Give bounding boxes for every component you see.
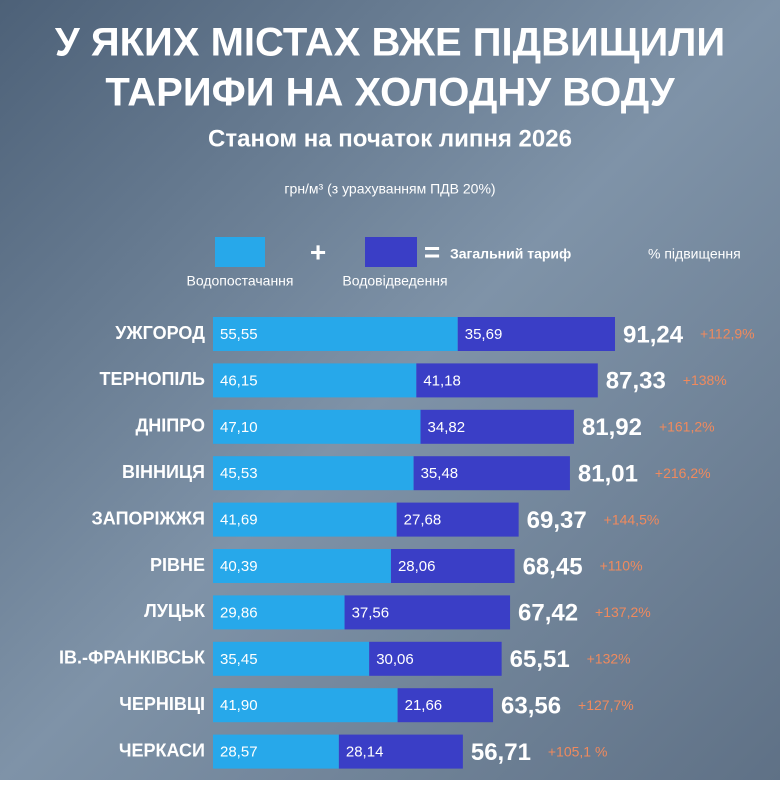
segment-label: 28,14 bbox=[346, 744, 384, 761]
bar-segment bbox=[213, 549, 391, 583]
increase-label: +105,1 % bbox=[548, 743, 608, 759]
plus-sign: + bbox=[310, 236, 326, 267]
legend-total: Загальний тариф bbox=[450, 246, 571, 262]
total-label: 56,71 bbox=[471, 739, 531, 766]
segment-label: 21,66 bbox=[405, 697, 443, 714]
bar-segment bbox=[213, 688, 398, 723]
segment-label: 46,15 bbox=[220, 372, 258, 389]
category-label: ІВ.-ФРАНКІВСЬК bbox=[59, 648, 206, 668]
segment-label: 40,39 bbox=[220, 558, 258, 575]
category-label: ЛУЦЬК bbox=[144, 601, 206, 621]
segment-label: 27,68 bbox=[404, 512, 442, 529]
bar-segment bbox=[213, 409, 421, 444]
segment-label: 55,55 bbox=[220, 326, 258, 343]
legend-increase: % підвищення bbox=[648, 246, 741, 262]
segment-label: 35,45 bbox=[220, 651, 258, 668]
segment-label: 37,56 bbox=[352, 604, 390, 621]
total-label: 81,01 bbox=[578, 461, 638, 488]
category-label: ВІННИЦЯ bbox=[122, 462, 205, 482]
segment-label: 29,86 bbox=[220, 604, 258, 621]
segment-label: 35,69 bbox=[465, 326, 503, 343]
bar-segment bbox=[369, 641, 502, 676]
total-label: 63,56 bbox=[501, 693, 561, 720]
bar-segment bbox=[213, 502, 397, 537]
total-label: 87,33 bbox=[606, 368, 666, 395]
total-label: 68,45 bbox=[523, 553, 583, 580]
bar-segment bbox=[396, 502, 519, 537]
segment-label: 34,82 bbox=[428, 419, 466, 436]
increase-label: +137,2% bbox=[595, 604, 651, 620]
title-line: ТАРИФИ НА ХОЛОДНУ ВОДУ bbox=[105, 71, 675, 115]
legend-swatch bbox=[215, 237, 265, 267]
category-label: РІВНЕ bbox=[150, 555, 205, 575]
category-label: ЗАПОРІЖЖЯ bbox=[92, 508, 205, 528]
increase-label: +138% bbox=[683, 372, 727, 388]
category-label: ЧЕРКАСИ bbox=[119, 740, 205, 760]
bar-segment bbox=[213, 363, 417, 398]
legend-label: Водопостачання bbox=[187, 273, 294, 289]
unit: грн/м³ (з урахуванням ПДВ 20%) bbox=[284, 181, 495, 197]
segment-label: 41,18 bbox=[423, 372, 461, 389]
subtitle: Станом на початок липня 2026 bbox=[208, 125, 572, 152]
category-label: ДНІПРО bbox=[135, 416, 205, 436]
bar-segment bbox=[420, 409, 574, 444]
segment-label: 35,48 bbox=[421, 465, 459, 482]
total-label: 91,24 bbox=[623, 321, 684, 348]
segment-label: 41,69 bbox=[220, 512, 258, 529]
increase-label: +144,5% bbox=[604, 511, 660, 527]
bar-segment bbox=[397, 688, 494, 723]
bar-segment bbox=[457, 317, 616, 351]
segment-label: 28,57 bbox=[220, 744, 258, 761]
category-label: ЧЕРНІВЦІ bbox=[119, 694, 205, 714]
bar-segment bbox=[213, 595, 345, 630]
segment-label: 45,53 bbox=[220, 465, 258, 482]
legend-swatch bbox=[365, 237, 417, 267]
increase-label: +216,2% bbox=[655, 465, 711, 481]
bar-segment bbox=[416, 363, 598, 398]
increase-label: +127,7% bbox=[578, 697, 634, 713]
total-label: 69,37 bbox=[527, 507, 587, 534]
legend-label: Водовідведення bbox=[342, 273, 447, 289]
bar-segment bbox=[344, 595, 511, 630]
bar-segment bbox=[390, 549, 515, 583]
bar-segment bbox=[213, 641, 370, 676]
increase-label: +110% bbox=[600, 558, 643, 574]
bar-segment bbox=[338, 734, 463, 769]
total-label: 81,92 bbox=[582, 414, 642, 441]
bar-segment bbox=[413, 456, 570, 491]
category-label: УЖГОРОД bbox=[115, 323, 205, 343]
equals-sign: = bbox=[424, 236, 440, 267]
total-label: 67,42 bbox=[518, 600, 578, 627]
increase-label: +112,9% bbox=[700, 326, 755, 342]
total-label: 65,51 bbox=[510, 646, 570, 673]
segment-label: 47,10 bbox=[220, 419, 258, 436]
increase-label: +161,2% bbox=[659, 419, 715, 435]
bar-segment bbox=[213, 456, 414, 491]
bar-segment bbox=[213, 317, 458, 351]
segment-label: 30,06 bbox=[376, 651, 414, 668]
bar-segment bbox=[213, 734, 339, 769]
segment-label: 28,06 bbox=[398, 558, 436, 575]
increase-label: +132% bbox=[587, 651, 631, 667]
title-line: У ЯКИХ МІСТАХ ВЖЕ ПІДВИЩИЛИ bbox=[55, 21, 725, 65]
category-label: ТЕРНОПІЛЬ bbox=[99, 369, 205, 389]
segment-label: 41,90 bbox=[220, 697, 258, 714]
